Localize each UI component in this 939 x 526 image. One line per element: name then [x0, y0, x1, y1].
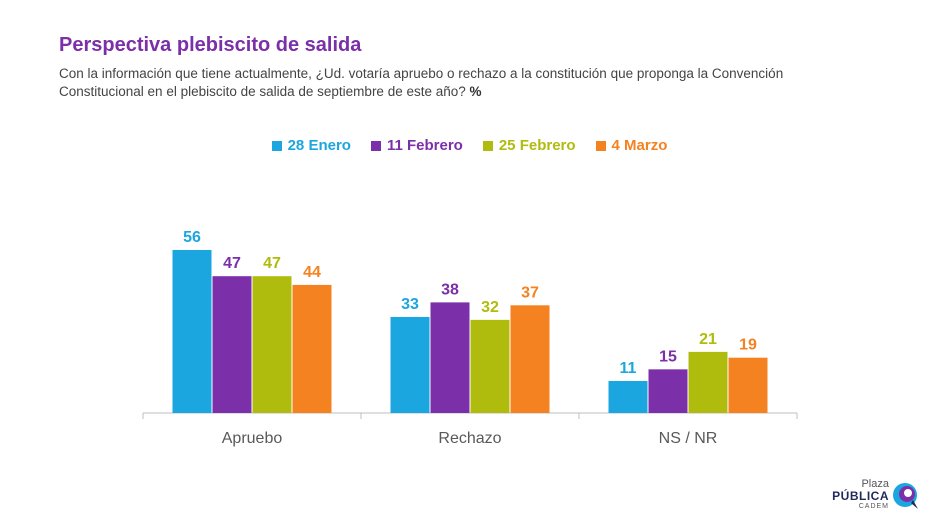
legend-swatch: [482, 140, 493, 151]
data-label: 44: [303, 264, 321, 281]
legend-item: 11 Febrero: [370, 137, 463, 154]
bar: [510, 305, 550, 413]
x-tick-label: Rechazo: [438, 430, 501, 447]
legend-label: 25 Febrero: [498, 137, 576, 154]
chart-legend: 28 Enero 11 Febrero 25 Febrero 4 Marzo: [0, 137, 939, 154]
data-label: 15: [659, 348, 677, 365]
bar: [688, 351, 728, 413]
data-label: 33: [401, 296, 419, 313]
legend-label: 11 Febrero: [386, 137, 463, 154]
data-label: 47: [223, 255, 241, 272]
legend-swatch: [271, 140, 282, 151]
bar: [390, 316, 430, 413]
legend-label: 28 Enero: [287, 137, 351, 154]
legend-item: 4 Marzo: [595, 137, 668, 154]
bar: [172, 250, 212, 413]
legend-item: 25 Febrero: [482, 137, 576, 154]
bar: [470, 319, 510, 413]
plaza-publica-logo: Plaza PÚBLICA CADEM: [826, 478, 921, 514]
chart-subtitle: Con la información que tiene actualmente…: [59, 65, 839, 101]
data-label: 19: [739, 337, 757, 354]
bar: [292, 284, 332, 413]
data-label: 37: [521, 284, 539, 301]
legend-swatch: [595, 140, 606, 151]
logo-text-publica: PÚBLICA: [832, 489, 889, 503]
logo-text-plaza: Plaza: [861, 478, 889, 490]
speech-bubble-icon: [893, 483, 918, 509]
legend-item: 28 Enero: [271, 137, 351, 154]
bar: [648, 369, 688, 413]
bar: [212, 276, 252, 413]
x-tick-label: Apruebo: [222, 430, 283, 447]
legend-swatch: [370, 140, 381, 151]
data-label: 38: [441, 281, 459, 298]
data-label: 11: [620, 360, 637, 377]
data-label: 47: [263, 255, 281, 272]
bar: [728, 357, 768, 413]
legend-label: 4 Marzo: [611, 137, 668, 154]
bar: [430, 302, 470, 413]
subtitle-question: Con la información que tiene actualmente…: [59, 66, 784, 99]
data-label: 32: [481, 299, 499, 316]
bar: [608, 380, 648, 413]
logo-text-cadem: CADEM: [858, 503, 889, 510]
data-label: 21: [699, 331, 717, 348]
x-tick-label: NS / NR: [659, 430, 718, 447]
data-label: 56: [183, 229, 201, 246]
chart-title: Perspectiva plebiscito de salida: [59, 34, 362, 56]
subtitle-unit: %: [469, 84, 482, 99]
bar: [252, 276, 292, 413]
